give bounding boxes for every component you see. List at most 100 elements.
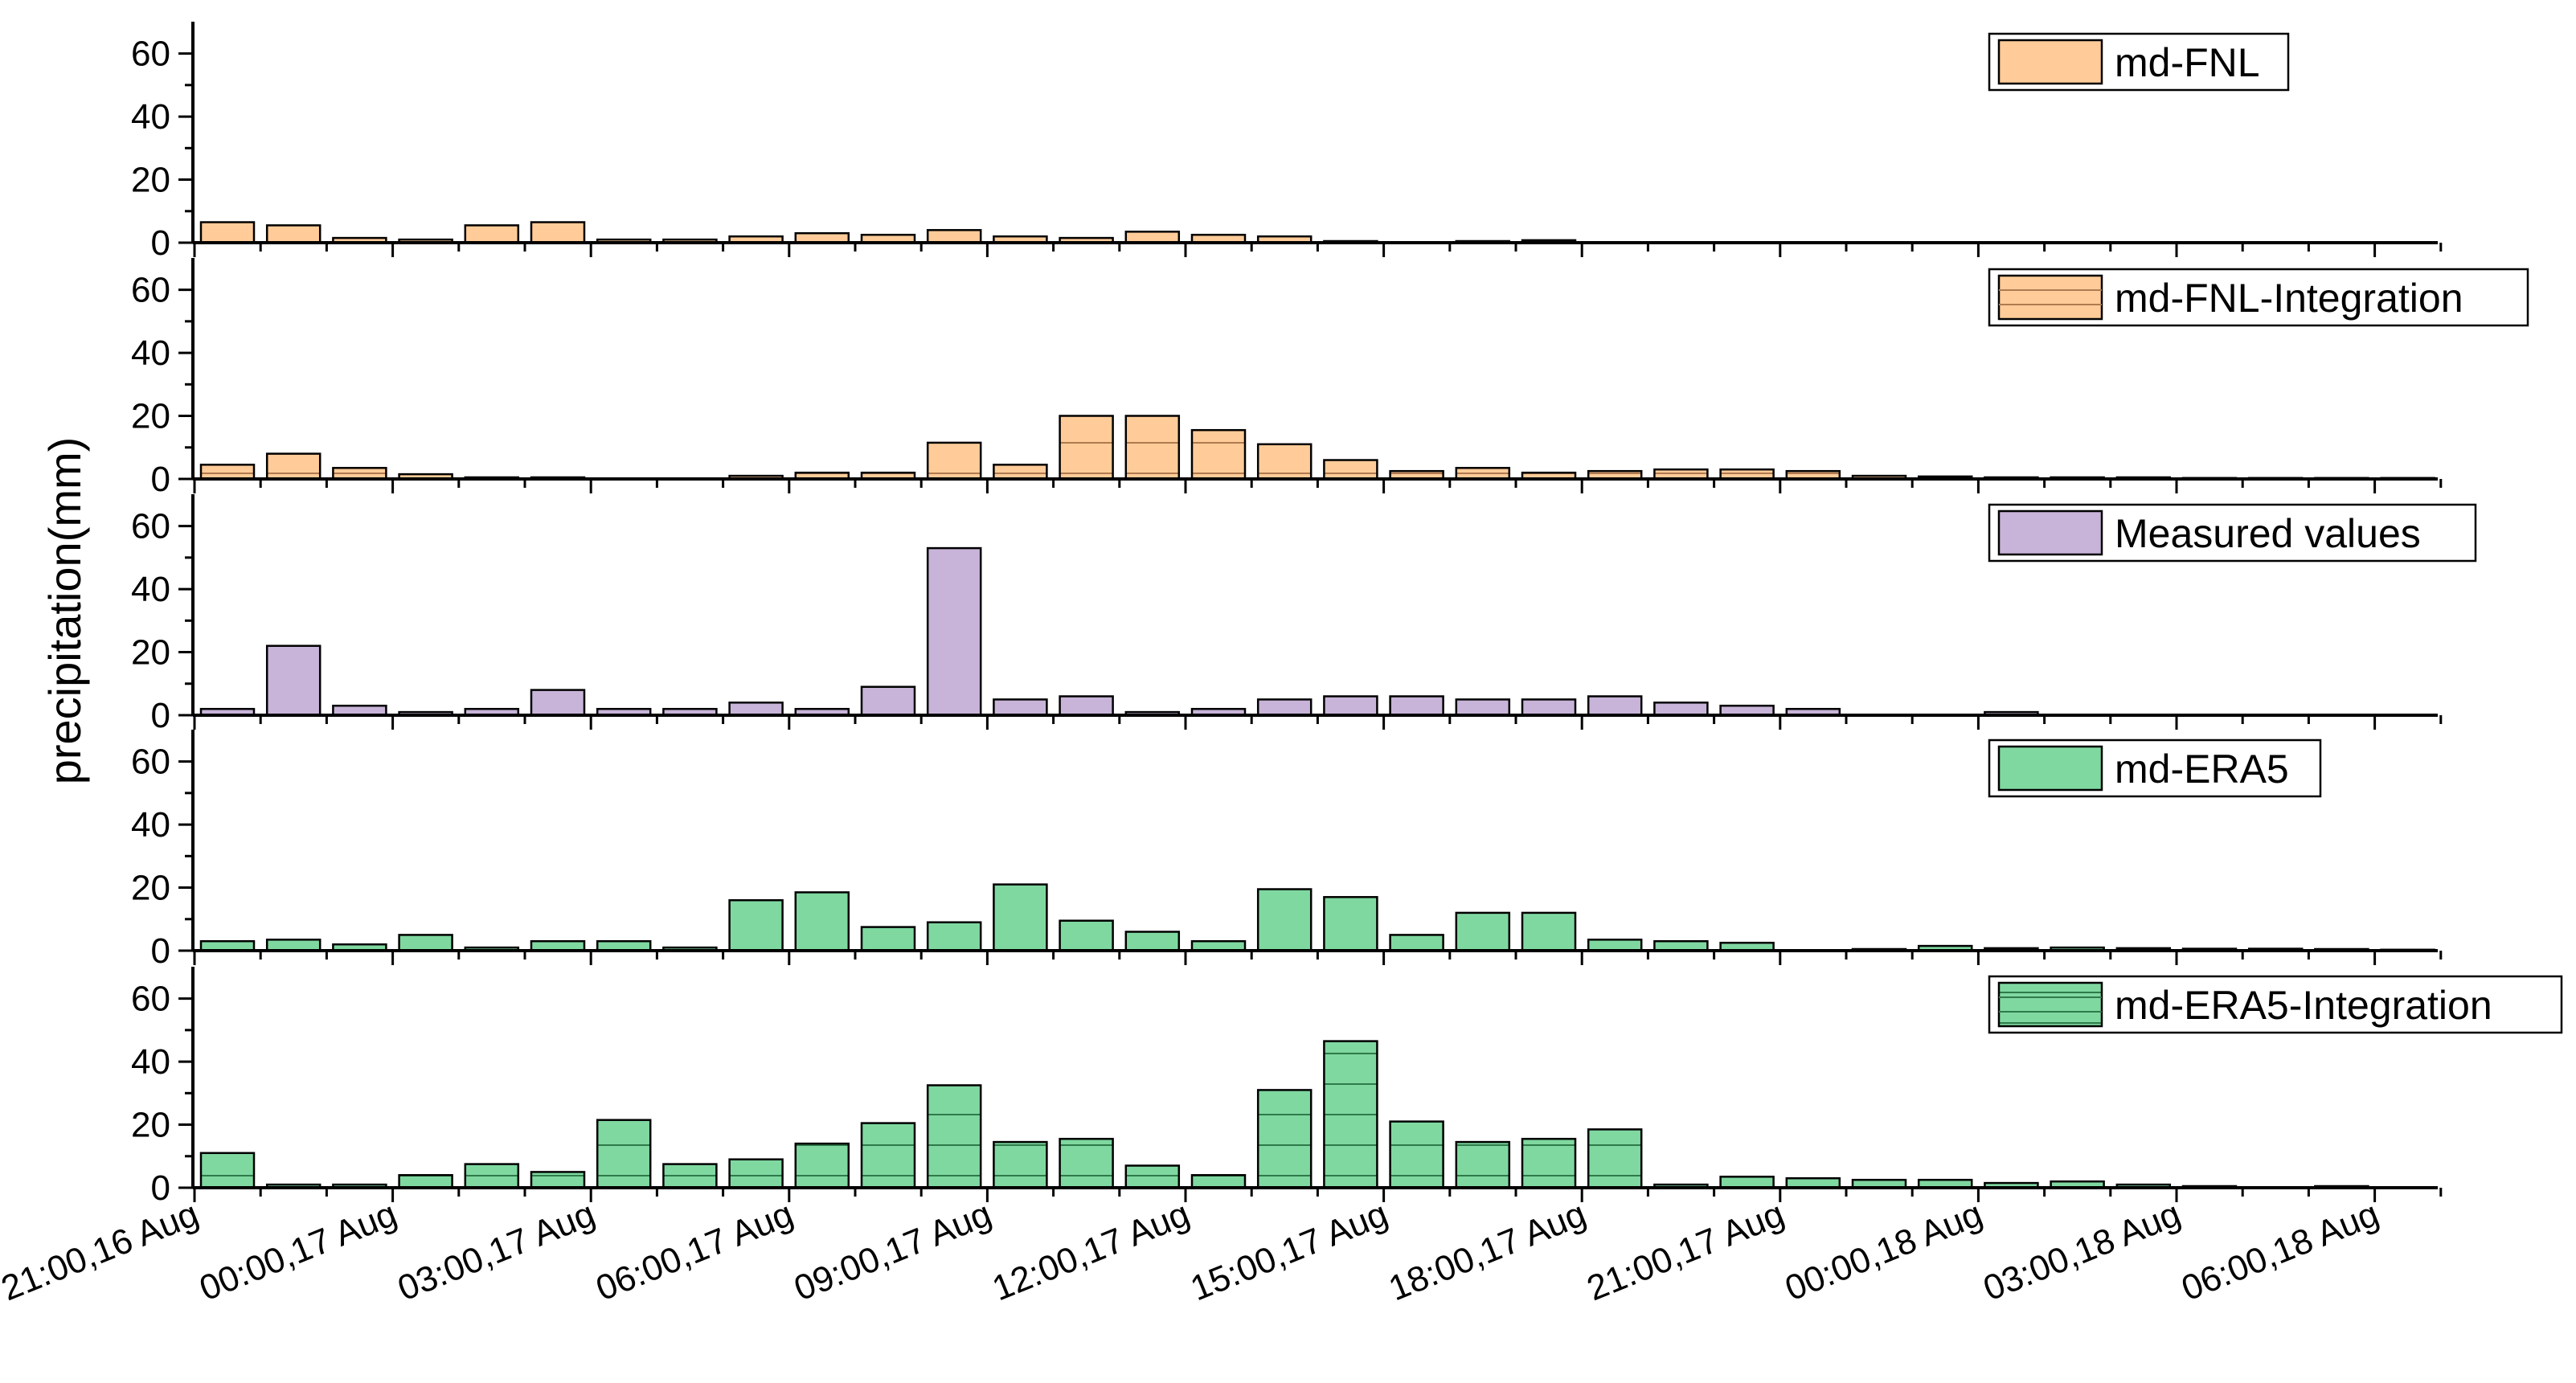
bar: [1455, 467, 1511, 481]
bar: [199, 221, 256, 244]
bar: [1256, 1089, 1313, 1189]
bar: [398, 1174, 453, 1189]
bar: [1059, 919, 1114, 952]
bar: [1389, 934, 1444, 952]
legend: md-FNL: [1988, 32, 2290, 92]
bar: [794, 891, 850, 952]
x-tick-label: 03:00,17 Aug: [392, 1194, 600, 1309]
bar: [1124, 1164, 1181, 1189]
bar: [464, 1163, 520, 1189]
bar: [993, 1140, 1048, 1189]
bar: [728, 702, 784, 717]
bar: [860, 926, 916, 952]
legend-swatch: [1997, 39, 2103, 85]
bar: [530, 221, 586, 244]
y-tick-label: 60: [131, 35, 170, 74]
x-tick-label: 00:00,17 Aug: [195, 1194, 403, 1309]
legend-swatch: [1997, 274, 2103, 321]
bar: [926, 921, 982, 952]
bar: [1190, 428, 1247, 481]
panel-4: 0 20 40 60 md-ERA5: [131, 730, 2443, 971]
y-tick-label: 20: [131, 1106, 170, 1145]
bar: [1124, 415, 1181, 481]
bar: [926, 1084, 982, 1189]
x-tick-label: 12:00,17 Aug: [987, 1194, 1195, 1309]
bar: [1059, 695, 1114, 717]
y-tick-label: 40: [131, 97, 170, 137]
x-tick-label: 06:00,17 Aug: [591, 1194, 799, 1309]
legend: Measured values: [1988, 503, 2477, 563]
legend-label: md-FNL-Integration: [2115, 276, 2463, 321]
y-tick-label: 0: [151, 1168, 170, 1208]
bar: [728, 898, 784, 952]
x-tick-label: 03:00,18 Aug: [1978, 1194, 2186, 1309]
bar: [1124, 231, 1181, 244]
legend-swatch: [1997, 745, 2103, 792]
bar: [1323, 896, 1378, 952]
bar: [662, 1163, 718, 1189]
panel-5: 0 20 40 60 md-ERA5-Integration: [131, 967, 2563, 1208]
y-tick-label: 40: [131, 333, 170, 373]
bar: [860, 1122, 916, 1189]
bar: [596, 1119, 652, 1189]
x-tick-label: 09:00,17 Aug: [788, 1194, 997, 1309]
bar: [993, 883, 1048, 952]
bar: [332, 467, 387, 481]
bar: [199, 464, 256, 481]
legend-label: md-FNL: [2115, 40, 2260, 85]
y-tick-label: 20: [131, 633, 170, 673]
y-tick-label: 20: [131, 869, 170, 908]
y-tick-label: 0: [151, 223, 170, 263]
y-tick-label: 60: [131, 271, 170, 310]
bar: [530, 689, 586, 717]
bar: [1256, 443, 1313, 481]
legend: md-ERA5-Integration: [1988, 975, 2563, 1034]
bar: [1455, 1140, 1511, 1189]
bar: [1521, 1137, 1577, 1189]
bar: [199, 1152, 256, 1189]
y-tick-label: 60: [131, 980, 170, 1019]
panel-3: 0 20 40 60 Measured values: [131, 494, 2477, 735]
bar: [1059, 1137, 1114, 1189]
bar: [1323, 1040, 1378, 1189]
legend: md-FNL-Integration: [1988, 268, 2529, 327]
bar: [993, 698, 1048, 717]
bar: [728, 1158, 784, 1189]
bar: [1389, 695, 1444, 717]
y-tick-label: 40: [131, 570, 170, 609]
x-tick-label: 21:00,17 Aug: [1582, 1194, 1790, 1309]
bar: [926, 546, 982, 717]
panels: 0 20 40 60 md-FNL 0 20 40 60 md-FNL-Integration 0 2…: [0, 22, 2563, 1309]
legend-label: md-ERA5-Integration: [2115, 983, 2492, 1028]
legend: md-ERA5: [1988, 739, 2322, 798]
y-tick-label: 40: [131, 1042, 170, 1082]
bar: [1653, 702, 1709, 717]
y-tick-label: 0: [151, 460, 170, 499]
bar: [1455, 698, 1511, 717]
bar: [1587, 1128, 1643, 1189]
bar: [1521, 911, 1577, 952]
legend-swatch: [1997, 509, 2103, 556]
bar: [1256, 888, 1313, 952]
bar: [265, 644, 321, 717]
y-tick-label: 40: [131, 805, 170, 845]
bar: [794, 1142, 850, 1189]
bar: [265, 939, 321, 952]
bar: [265, 452, 321, 481]
x-tick-label: 18:00,17 Aug: [1383, 1194, 1591, 1309]
y-tick-label: 20: [131, 397, 170, 436]
bar: [1719, 1176, 1775, 1189]
y-tick-label: 60: [131, 507, 170, 546]
y-tick-label: 60: [131, 743, 170, 782]
bar: [1389, 1120, 1444, 1189]
legend-label: Measured values: [2115, 511, 2421, 556]
panel-1: 0 20 40 60 md-FNL: [131, 22, 2443, 263]
bar: [1521, 698, 1577, 717]
y-tick-label: 0: [151, 931, 170, 971]
x-tick-label: 15:00,17 Aug: [1186, 1194, 1394, 1309]
legend-swatch: [1997, 981, 2103, 1028]
y-tick-label: 20: [131, 161, 170, 200]
bar: [1323, 459, 1378, 481]
bar: [265, 224, 321, 244]
